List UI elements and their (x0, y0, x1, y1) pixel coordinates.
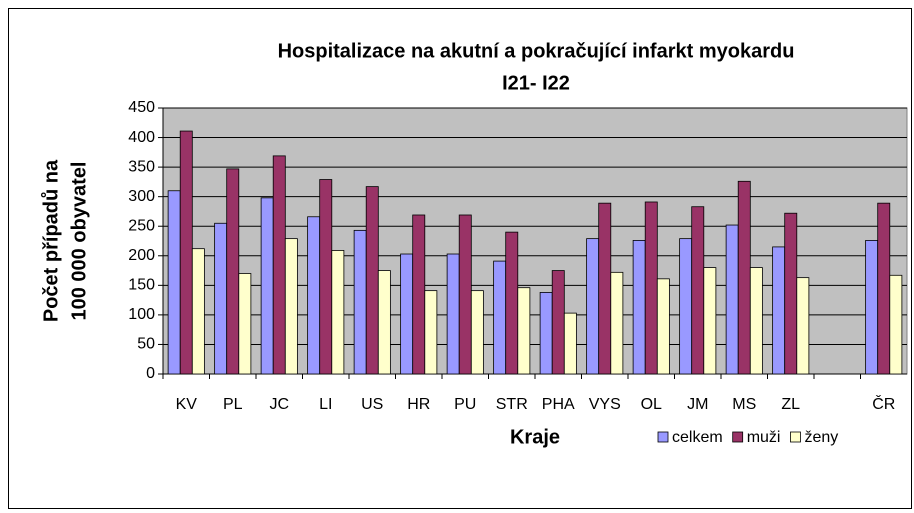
y-tick-label: 100 (128, 306, 155, 323)
legend-label: celkem (672, 429, 723, 446)
bar (260, 197, 274, 375)
x-tick-label: JC (269, 396, 289, 413)
bar (703, 267, 717, 375)
bar (539, 292, 553, 375)
bar (493, 260, 507, 375)
y-tick-label: 200 (128, 247, 155, 264)
x-tick-label: JM (687, 396, 708, 413)
bar (772, 246, 786, 375)
bar (679, 238, 693, 375)
bar (865, 240, 879, 375)
y-tick-label: 250 (128, 217, 155, 234)
bar (691, 206, 705, 375)
x-tick-label: VYS (589, 396, 621, 413)
x-tick-label: LI (319, 396, 332, 413)
bar (331, 250, 345, 375)
y-axis-title: Počet případů na (40, 159, 62, 322)
x-tick-label: ČR (872, 394, 895, 413)
x-tick-label: STR (496, 396, 528, 413)
y-tick-label: 150 (128, 277, 155, 294)
x-tick-label: US (361, 396, 383, 413)
bar (353, 229, 367, 375)
bar (470, 290, 484, 375)
y-tick-label: 0 (146, 365, 155, 382)
x-tick-label: PU (454, 396, 476, 413)
legend-swatch (732, 431, 744, 443)
bar (377, 270, 391, 375)
y-axis-title: 100 000 obyvatel (68, 162, 90, 321)
bar (586, 238, 600, 375)
bar (656, 278, 670, 375)
bar (238, 273, 252, 375)
bar (610, 271, 624, 375)
legend-swatch (657, 431, 669, 443)
y-axis-title-group: Počet případů na 100 000 obyvatel (40, 159, 90, 322)
bar (365, 186, 379, 375)
x-tick-label: PL (223, 396, 243, 413)
bar (167, 190, 181, 375)
bar (877, 202, 891, 375)
x-tick-label: KV (176, 396, 198, 413)
bar (563, 312, 577, 375)
bar (889, 274, 903, 375)
bar (598, 202, 612, 375)
bar (272, 155, 286, 375)
bar (458, 214, 472, 375)
bar (749, 267, 763, 375)
bar (517, 287, 531, 375)
bar (284, 238, 298, 375)
x-axis-title: Kraje (510, 426, 560, 448)
x-tick-label: MS (732, 396, 756, 413)
bar (179, 130, 193, 375)
x-tick-label: HR (407, 396, 430, 413)
bar (725, 224, 739, 375)
y-tick-label: 350 (128, 158, 155, 175)
y-tick-label: 450 (128, 99, 155, 116)
x-tick-label: ZL (781, 396, 800, 413)
bar (191, 248, 205, 375)
bar (632, 240, 646, 375)
bar (737, 180, 751, 375)
legend-label: ženy (804, 429, 838, 446)
bar (505, 231, 519, 375)
y-tick-label: 400 (128, 129, 155, 146)
bar (424, 290, 438, 375)
chart-title: Hospitalizace na akutní a pokračující in… (278, 40, 795, 62)
bar (226, 168, 240, 375)
y-tick-label: 50 (137, 336, 155, 353)
bar (784, 212, 798, 375)
bar (551, 270, 565, 375)
bar (319, 179, 333, 375)
y-tick-label: 300 (128, 188, 155, 205)
legend-swatch (790, 431, 801, 443)
x-tick-label: OL (641, 396, 662, 413)
bar (400, 253, 414, 375)
legend-label: muži (747, 429, 781, 446)
bar (644, 201, 658, 375)
bar (796, 277, 810, 375)
bar (446, 253, 460, 375)
bar (307, 216, 321, 375)
chart-title: I21- I22 (502, 72, 570, 94)
bar (412, 214, 426, 375)
bar (214, 222, 228, 375)
x-tick-label: PHA (542, 396, 575, 413)
